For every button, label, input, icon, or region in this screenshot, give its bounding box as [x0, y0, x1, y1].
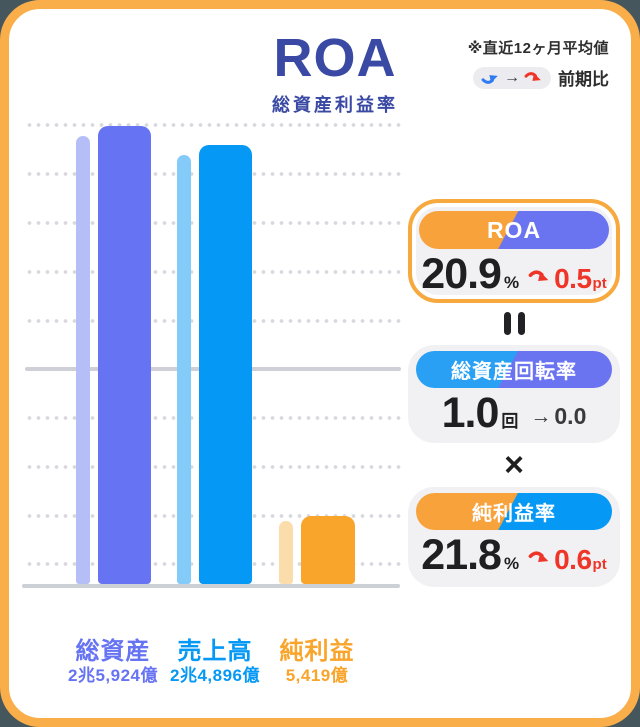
down-arrow-icon [524, 71, 541, 81]
roa-panel-header: ROA [419, 211, 609, 249]
roa-value-row: 20.9 % 0.5 pt [412, 250, 616, 299]
bar-sales-current [199, 145, 252, 584]
category-value: 5,419億 [285, 666, 349, 685]
bar-net-profit-current [301, 516, 355, 584]
category-label: 純利益 [279, 638, 355, 665]
gridline [25, 465, 401, 469]
gridline [25, 172, 401, 176]
roa-value: 20.9 [421, 250, 502, 298]
profit-margin-value-row: 21.8 % 0.6 pt [408, 531, 620, 580]
category-value: 2兆4,896億 [170, 666, 260, 685]
x-axis [22, 584, 400, 588]
category-label: 総資産 [75, 638, 151, 665]
category-value: 2兆5,924億 [68, 666, 158, 685]
gridline [25, 123, 401, 127]
gridline [25, 562, 401, 566]
roa-unit: % [503, 273, 520, 292]
roa-change-unit: pt [592, 275, 607, 292]
page-title: ROA [273, 28, 397, 88]
gridline [25, 367, 401, 371]
profit-margin-change-unit: pt [592, 556, 607, 573]
bar-net-profit-previous [279, 521, 293, 584]
legend-arrows-row: → 前期比 [468, 65, 609, 90]
right-arrow-icon: → [530, 404, 552, 428]
asset-turnover-value: 1.0 [441, 389, 500, 437]
category-label: 売上高 [177, 638, 253, 665]
down-arrow-icon [528, 551, 549, 563]
legend: ※直近12ヶ月平均値 → 前期比 [468, 37, 609, 90]
equals-operator [408, 312, 620, 335]
asset-turnover-value-row: 1.0 回 → 0.0 [408, 389, 620, 438]
legend-arrow-pill: → [473, 66, 551, 89]
roa-panel: ROA 20.9 % 0.5 pt [408, 199, 620, 303]
asset-turnover-unit: 回 [501, 412, 519, 431]
bar-sales-previous [177, 155, 191, 584]
asset-turnover-change: 0.0 [554, 402, 587, 429]
asset-turnover-panel: 総資産回転率 1.0 回 → 0.0 [408, 345, 620, 443]
down-arrow-icon [528, 270, 549, 282]
profit-margin-change: 0.6 [554, 544, 592, 575]
legend-label: 前期比 [558, 70, 609, 89]
asset-turnover-header: 総資産回転率 [416, 351, 612, 388]
gridline [25, 514, 401, 518]
gridline [25, 270, 401, 274]
profit-margin-panel: 純利益率 21.8 % 0.6 pt [408, 487, 620, 587]
profit-margin-unit: % [503, 554, 520, 573]
multiply-operator: × [504, 446, 524, 484]
gridline [25, 416, 401, 420]
legend-note: ※直近12ヶ月平均値 [467, 40, 609, 57]
gridline [25, 319, 401, 323]
right-arrow-icon: → [504, 68, 520, 86]
bar-total-assets-current [98, 126, 151, 584]
gridline [25, 221, 401, 225]
roa-change: 0.5 [554, 263, 592, 294]
page-subtitle: 総資産利益率 [272, 95, 398, 115]
bar-total-assets-previous [76, 136, 90, 584]
profit-margin-value: 21.8 [421, 531, 502, 579]
up-arrow-icon [481, 74, 498, 84]
profit-margin-header: 純利益率 [416, 493, 612, 530]
